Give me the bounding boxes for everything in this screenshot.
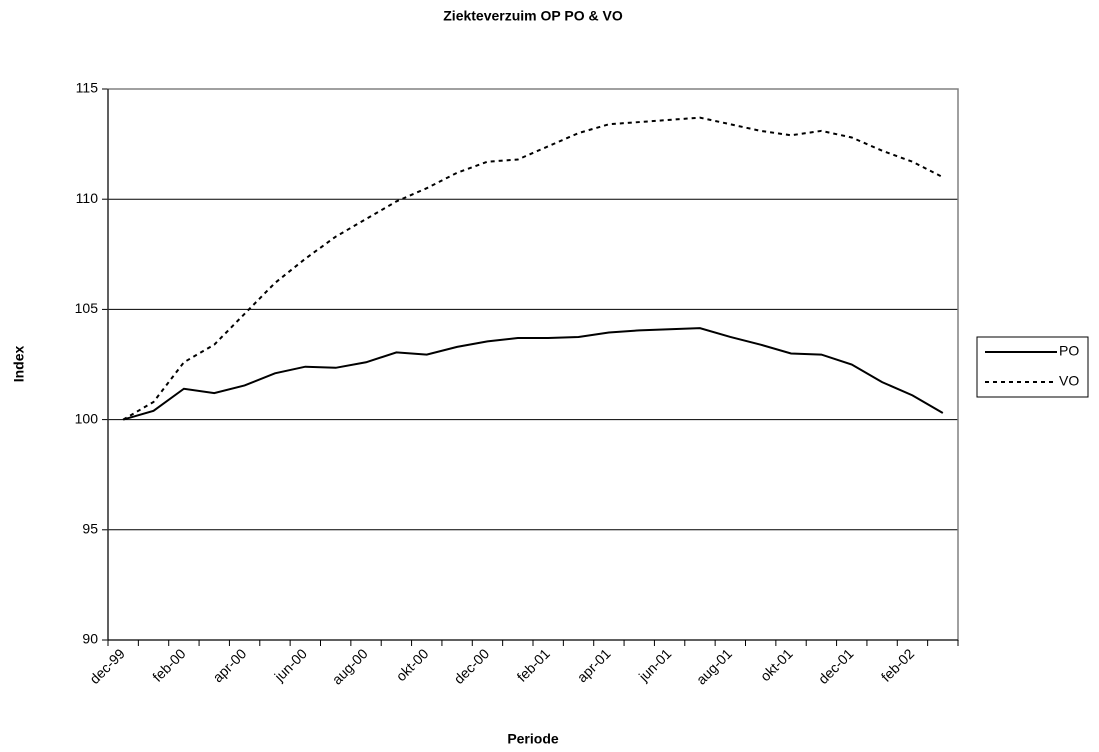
y-tick-label: 95	[82, 521, 98, 537]
x-tick-label: aug-01	[693, 645, 735, 687]
x-tick-label: apr-00	[209, 645, 249, 685]
x-tick-label: okt-01	[757, 645, 796, 684]
x-tick-label: dec-01	[815, 645, 857, 687]
x-tick-label: jun-00	[271, 645, 311, 685]
x-tick-label: jun-01	[635, 645, 675, 685]
legend	[976, 336, 1089, 398]
line-series	[122, 116, 944, 421]
legend-label: VO	[1059, 373, 1079, 389]
x-tick-label: okt-00	[393, 645, 432, 684]
x-tick-label: feb-00	[149, 645, 189, 685]
x-tick-label: dec-99	[86, 645, 128, 687]
y-tick-label: 90	[82, 631, 98, 647]
x-tick-label: feb-02	[878, 645, 918, 685]
y-tick-label: 105	[75, 300, 99, 316]
x-axis-title: Periode	[507, 731, 559, 747]
plot-border	[107, 88, 959, 641]
y-tick-label: 115	[76, 80, 99, 96]
x-tick-label: apr-01	[574, 645, 614, 685]
y-tick-label: 100	[75, 410, 99, 426]
y-axis-title: Index	[11, 346, 27, 383]
x-tick-label: feb-01	[514, 645, 554, 685]
legend-label: PO	[1059, 343, 1079, 359]
x-tick-label: aug-00	[329, 645, 371, 687]
chart-title: Ziekteverzuim OP PO & VO	[443, 8, 623, 24]
line-series	[122, 327, 944, 421]
y-tick-label: 110	[76, 190, 99, 206]
x-tick-label: dec-00	[451, 645, 493, 687]
